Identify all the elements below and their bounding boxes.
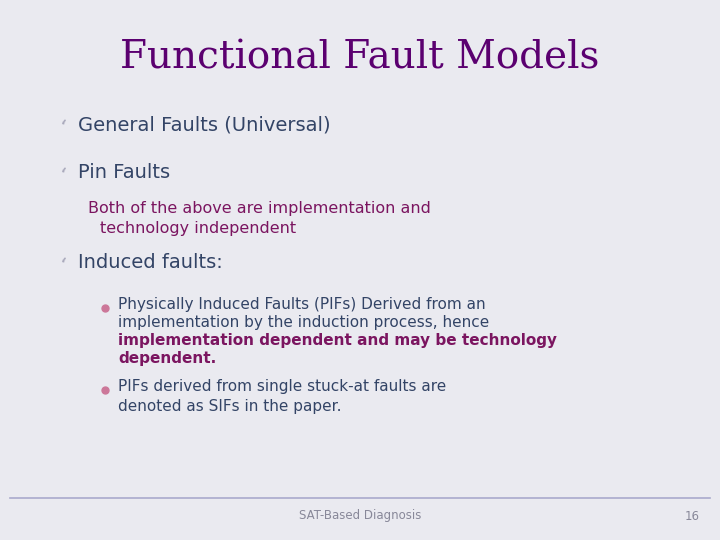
Text: ‘: ‘ xyxy=(57,258,67,279)
Text: dependent.: dependent. xyxy=(118,352,216,367)
Text: SAT-Based Diagnosis: SAT-Based Diagnosis xyxy=(299,510,421,523)
Text: ‘: ‘ xyxy=(57,119,67,140)
Text: Both of the above are implementation and: Both of the above are implementation and xyxy=(88,200,431,215)
Text: Functional Fault Models: Functional Fault Models xyxy=(120,39,600,77)
Text: ‘: ‘ xyxy=(57,167,67,188)
Text: 16: 16 xyxy=(685,510,700,523)
Text: denoted as SIFs in the paper.: denoted as SIFs in the paper. xyxy=(118,400,341,415)
Text: Pin Faults: Pin Faults xyxy=(78,164,170,183)
Text: PIFs derived from single stuck-at faults are: PIFs derived from single stuck-at faults… xyxy=(118,380,446,395)
Text: implementation dependent and may be technology: implementation dependent and may be tech… xyxy=(118,334,557,348)
Text: implementation by the induction process, hence: implementation by the induction process,… xyxy=(118,315,490,330)
Text: technology independent: technology independent xyxy=(100,220,296,235)
Text: Physically Induced Faults (PIFs) Derived from an: Physically Induced Faults (PIFs) Derived… xyxy=(118,298,485,313)
Text: General Faults (Universal): General Faults (Universal) xyxy=(78,116,330,134)
Text: Induced faults:: Induced faults: xyxy=(78,253,222,273)
